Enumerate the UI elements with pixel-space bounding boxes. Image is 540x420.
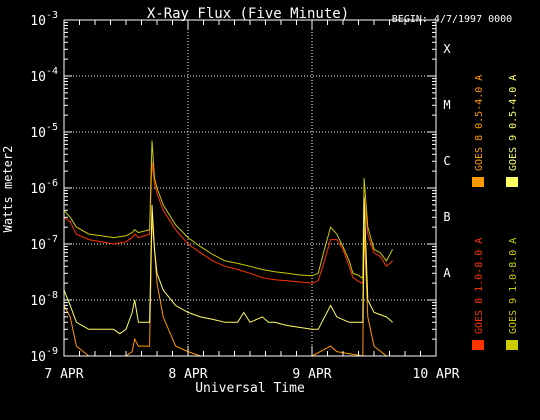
flare-class-label: C (443, 154, 450, 168)
grid-lines (64, 20, 436, 356)
begin-date-label: BEGIN: 4/7/1997 0000 (392, 14, 512, 25)
x-tick-label: 9 APR (292, 367, 331, 382)
y-tick-label: 10-3 (30, 10, 58, 29)
chart-title: X-Ray Flux (Five Minute) (147, 6, 349, 22)
x-tick-label: 10 APR (413, 367, 460, 382)
flare-class-label: A (443, 266, 451, 280)
x-axis-label: Universal Time (195, 381, 305, 396)
legend-label: GOES 8 0.5-4.0 A (474, 75, 485, 171)
flare-class-label: B (443, 210, 450, 224)
flare-class-label: X (443, 42, 451, 56)
y-tick-label: 10-6 (30, 178, 58, 197)
legend-label: GOES 9 1.0-8.0 A (508, 238, 519, 334)
legend-swatch (506, 177, 518, 187)
legend-swatch (472, 177, 484, 187)
legend: GOES 8 1.0-8.0 A GOES 8 0.5-4.0 A GOES 9 1… (472, 75, 519, 350)
y-tick-label: 10-5 (30, 122, 58, 141)
flare-class-label: M (443, 98, 450, 112)
legend-label: GOES 8 1.0-8.0 A (474, 238, 485, 334)
series-line-1 (63, 161, 393, 284)
y-axis-label: Watts meter2 (1, 146, 15, 233)
series-line-3 (63, 140, 394, 279)
y-tick-label: 10-9 (30, 346, 58, 365)
y-tick-label: 10-7 (30, 234, 58, 253)
legend-swatch (506, 340, 518, 350)
x-tick-label: 8 APR (168, 367, 207, 382)
x-tick-label: 7 APR (44, 367, 83, 382)
y-tick-label: 10-4 (30, 66, 58, 85)
y-tick-label: 10-8 (30, 290, 58, 309)
legend-swatch (472, 340, 484, 350)
axes: 10-9 10-8 10-7 10-6 10-5 10-4 10-3 7 APR 8 APR 9 … (30, 10, 459, 382)
legend-label: GOES 9 0.5-4.0 A (508, 75, 519, 171)
series-line-4 (63, 196, 393, 335)
